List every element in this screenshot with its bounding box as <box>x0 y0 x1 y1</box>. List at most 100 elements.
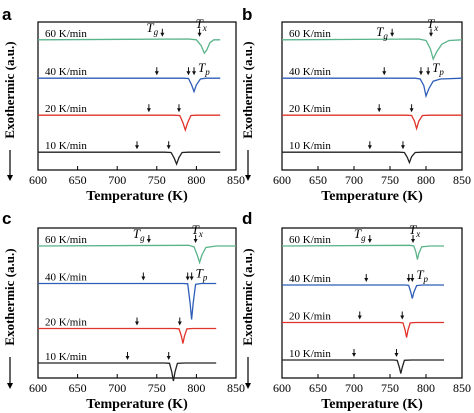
tp-arrow-icon <box>410 274 415 282</box>
series-label: 60 K/min <box>45 28 87 40</box>
tp-annotation: Tp <box>416 267 428 284</box>
plot-frame <box>37 21 237 171</box>
series-line <box>38 151 221 166</box>
panel-d: d 600 650 700 750 800 850 Temperature (K) Exothe… <box>240 209 471 412</box>
series-line <box>38 282 217 320</box>
series-line <box>282 359 444 374</box>
series-label: 60 K/min <box>289 234 331 246</box>
y-axis-label: Exothermic (a.u.) <box>2 41 17 138</box>
series-line <box>282 284 444 299</box>
panel-c: c 600 650 700 750 800 850 Temperature (K) Exothe… <box>2 209 245 412</box>
exothermic-arrow-icon <box>7 150 13 181</box>
series-line <box>38 327 217 344</box>
x-tick-label: 700 <box>108 381 126 395</box>
series-label: 20 K/min <box>45 317 87 329</box>
series-label: 10 K/min <box>45 140 87 152</box>
series-line <box>37 244 236 265</box>
x-tick-label: 650 <box>69 381 87 395</box>
tg-arrow-icon <box>135 141 139 150</box>
x-tick-label: 800 <box>187 381 205 395</box>
tg-annotation: Tg <box>146 20 158 37</box>
x-tick-label: 700 <box>345 173 363 187</box>
tg-arrow-icon <box>141 272 146 281</box>
tg-arrow-icon <box>154 67 159 76</box>
tg-arrow-icon <box>367 235 372 243</box>
tp-arrow-icon <box>426 67 431 76</box>
plot-frame <box>281 227 463 379</box>
x-tick-label: 600 <box>29 381 47 395</box>
tp-arrow-icon <box>192 67 197 76</box>
x-tick-label: 800 <box>417 173 435 187</box>
tx-arrow-icon <box>418 67 423 76</box>
tg-arrow-icon <box>390 28 395 37</box>
x-tick-label: 600 <box>273 381 291 395</box>
series-label: 40 K/min <box>289 66 331 78</box>
tx-arrow-icon <box>176 104 181 113</box>
x-tick-label: 700 <box>345 381 363 395</box>
x-tick-label: 750 <box>148 381 166 395</box>
tp-arrow-icon <box>189 272 194 281</box>
series-line <box>38 77 221 94</box>
y-axis-label: Exothermic (a.u.) <box>2 248 17 345</box>
panel-letter: c <box>2 209 11 228</box>
tx-arrow-icon <box>411 235 416 243</box>
x-tick-label: 850 <box>227 381 245 395</box>
tg-arrow-icon <box>146 104 151 113</box>
series-label: 20 K/min <box>289 311 331 323</box>
series-line <box>282 77 463 99</box>
series-label: 60 K/min <box>289 28 331 40</box>
x-tick-label: 800 <box>187 173 205 187</box>
series-line <box>282 114 462 131</box>
tg-annotation: Tg <box>133 226 145 243</box>
series-label: 40 K/min <box>45 66 87 78</box>
x-axis-label: Temperature (K) <box>321 397 423 412</box>
tx-arrow-icon <box>186 67 191 76</box>
tg-arrow-icon <box>377 104 382 113</box>
x-tick-label: 750 <box>381 381 399 395</box>
tx-annotation: Tx <box>427 16 438 33</box>
exothermic-arrow-icon <box>245 357 251 389</box>
series-line <box>38 114 221 133</box>
tx-arrow-icon <box>166 141 171 150</box>
x-tick-label: 650 <box>309 381 327 395</box>
panel-a: a 600 650 700 750 800 850 Temperature (K) Exothe… <box>2 5 245 204</box>
x-tick-label: 750 <box>148 173 166 187</box>
tx-arrow-icon <box>400 141 405 150</box>
tg-arrow-icon <box>352 349 356 357</box>
tx-arrow-icon <box>185 272 190 281</box>
x-tick-label: 850 <box>227 173 245 187</box>
panel-letter: b <box>242 5 252 24</box>
plot-frame <box>37 227 237 379</box>
series-label: 20 K/min <box>45 103 87 115</box>
x-tick-label: 650 <box>69 173 87 187</box>
exothermic-arrow-icon <box>7 357 13 389</box>
tx-arrow-icon <box>177 317 182 326</box>
tx-arrow-icon <box>193 235 198 243</box>
x-axis-label: Temperature (K) <box>86 397 188 412</box>
tp-annotation: Tp <box>198 60 210 77</box>
x-tick-label: 750 <box>381 173 399 187</box>
tg-arrow-icon <box>135 317 139 326</box>
y-axis-label: Exothermic (a.u.) <box>240 248 255 345</box>
tg-arrow-icon <box>357 311 362 320</box>
tg-arrow-icon <box>146 235 151 243</box>
series-label: 20 K/min <box>289 103 331 115</box>
series-label: 40 K/min <box>289 273 331 285</box>
exothermic-arrow-icon <box>245 150 251 181</box>
plot-frame <box>281 21 463 171</box>
panel-letter: d <box>242 209 252 228</box>
x-axis-label: Temperature (K) <box>86 189 188 204</box>
x-tick-label: 850 <box>453 381 471 395</box>
tg-arrow-icon <box>364 274 369 282</box>
tx-arrow-icon <box>406 274 411 282</box>
tx-arrow-icon <box>197 28 202 37</box>
tx-annotation: Tx <box>196 16 207 33</box>
panel-b: b 600 650 700 750 800 850 Temperature (K) Exothe… <box>240 5 471 204</box>
series-line <box>282 151 462 165</box>
tg-annotation: Tg <box>376 24 388 41</box>
x-tick-label: 600 <box>273 173 291 187</box>
tg-arrow-icon <box>382 67 387 76</box>
x-tick-label: 700 <box>108 173 126 187</box>
tg-arrow-icon <box>125 352 130 360</box>
